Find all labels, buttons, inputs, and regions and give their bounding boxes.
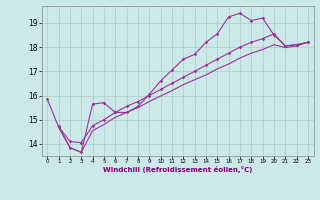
X-axis label: Windchill (Refroidissement éolien,°C): Windchill (Refroidissement éolien,°C) [103,166,252,173]
